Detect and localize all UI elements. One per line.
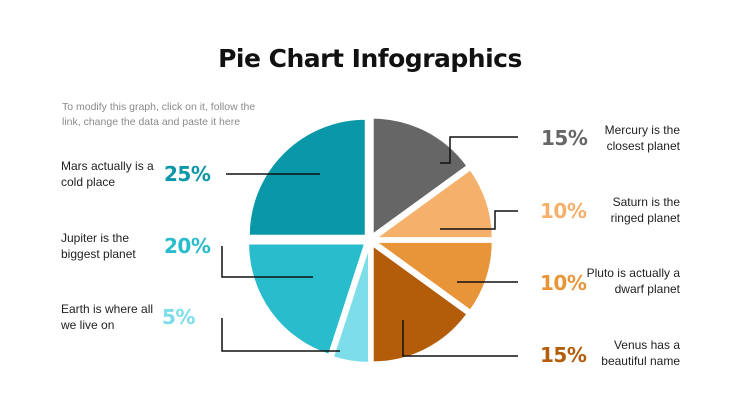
jupiter-percentage: 20% [164, 234, 211, 258]
pie-slice-mars[interactable] [247, 117, 367, 237]
pluto-percentage: 10% [540, 271, 587, 295]
pie-slice-earth[interactable] [331, 245, 371, 364]
jupiter-description: Jupiter is the biggest planet [61, 231, 136, 261]
venus-description: Venus has a beautiful name [601, 338, 680, 368]
venus-connector [402, 320, 518, 357]
saturn-percentage: 10% [540, 199, 587, 223]
earth-description: Earth is where all we live on [61, 302, 154, 332]
saturn-description: Saturn is the ringed planet [610, 195, 680, 225]
pie-slice-mercury[interactable] [371, 116, 469, 237]
instruction-note: To modify this graph, click on it, follo… [62, 101, 256, 128]
pluto-description: Pluto is actually a dwarf planet [586, 266, 680, 296]
mercury-description: Mercury is the closest planet [604, 123, 680, 153]
pie-slice-venus[interactable] [371, 243, 469, 364]
pie-slice-pluto[interactable] [372, 240, 494, 313]
pie-slice-jupiter[interactable] [247, 242, 367, 357]
earth-percentage: 5% [162, 305, 195, 329]
pie-slice-saturn[interactable] [372, 167, 494, 240]
mercury-percentage: 15% [541, 126, 588, 150]
saturn-connector [440, 210, 518, 230]
mercury-connector [440, 136, 518, 164]
mars-description: Mars actually is a cold place [61, 159, 154, 189]
venus-percentage: 15% [540, 343, 587, 367]
jupiter-connector [221, 246, 313, 278]
earth-connector [221, 318, 340, 352]
page-title: Pie Chart Infographics [218, 44, 522, 73]
mars-percentage: 25% [164, 162, 211, 186]
